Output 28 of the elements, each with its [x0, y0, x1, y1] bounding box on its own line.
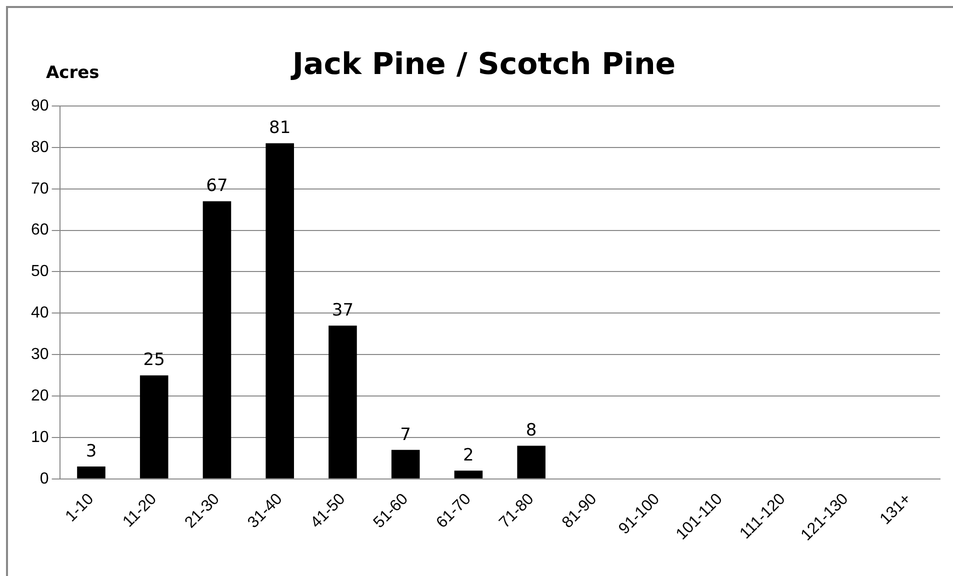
y-tick-label: 0	[40, 470, 49, 488]
data-label: 7	[400, 424, 412, 445]
y-tick-label: 20	[31, 387, 49, 404]
bar	[77, 466, 106, 478]
y-tick-label: 10	[31, 428, 49, 446]
y-tick-label: 50	[31, 263, 49, 280]
y-tick-label: 70	[31, 180, 49, 198]
data-label: 3	[86, 441, 97, 462]
y-tick-label: 40	[31, 304, 49, 322]
data-label: 81	[269, 118, 291, 138]
y-tick-label: 90	[31, 97, 49, 114]
bar	[328, 326, 357, 478]
data-label: 25	[143, 350, 165, 370]
chart-title: Jack Pine / Scotch Pine	[290, 46, 676, 82]
bar	[517, 446, 546, 478]
bar	[140, 375, 168, 478]
y-tick-label: 60	[31, 222, 49, 239]
bar	[454, 470, 483, 478]
data-label: 8	[526, 420, 537, 441]
data-label: 2	[463, 446, 474, 466]
data-label: 67	[206, 176, 228, 196]
data-label: 37	[332, 300, 354, 321]
bar	[391, 450, 420, 478]
y-tick-label: 80	[31, 138, 49, 156]
y-tick-label: 30	[31, 346, 49, 364]
bar	[202, 201, 232, 478]
y-axis-title: Acres	[46, 63, 100, 83]
bar	[266, 143, 294, 478]
